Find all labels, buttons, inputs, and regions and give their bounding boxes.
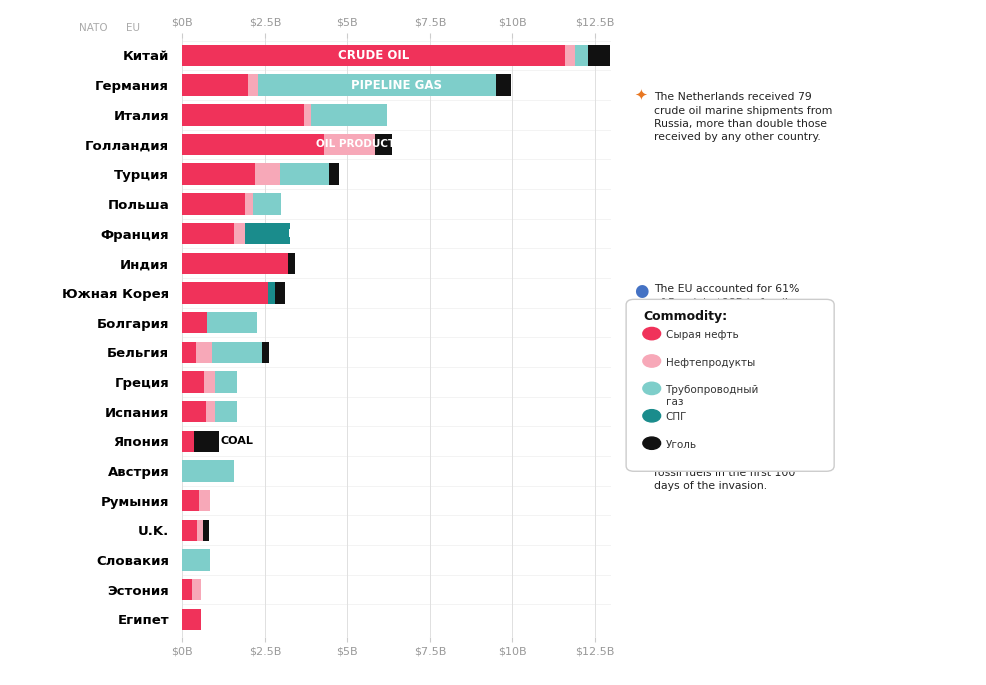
Bar [182, 490, 199, 511]
Bar [268, 282, 275, 303]
Bar [324, 134, 376, 155]
Bar [246, 193, 253, 214]
Bar [234, 223, 246, 244]
Bar [248, 75, 258, 96]
Bar [182, 579, 192, 600]
Bar [288, 253, 295, 274]
Bar [575, 45, 589, 66]
Bar [253, 193, 281, 214]
Bar [246, 223, 290, 244]
Bar [207, 312, 256, 333]
Bar [182, 460, 234, 482]
Bar [275, 282, 285, 303]
Bar [182, 193, 246, 214]
Text: EU: EU [126, 23, 140, 33]
Bar [182, 312, 207, 333]
Text: Сырая нефть: Сырая нефть [666, 330, 739, 340]
Bar [182, 45, 565, 66]
Text: LNG: LNG [289, 229, 314, 238]
Bar [197, 519, 203, 541]
Text: COAL: COAL [220, 436, 253, 446]
Bar [258, 75, 496, 96]
Text: Нефтепродукты: Нефтепродукты [666, 358, 755, 368]
Text: OIL PRODUCTS: OIL PRODUCTS [316, 140, 402, 149]
Bar [182, 431, 194, 452]
Bar [203, 519, 209, 541]
Bar [565, 45, 575, 66]
Bar [182, 104, 305, 125]
Text: Commodity:: Commodity: [644, 310, 728, 323]
Bar [261, 342, 269, 363]
Bar [182, 282, 268, 303]
Text: ✤: ✤ [635, 425, 647, 440]
Bar [182, 134, 324, 155]
Bar [182, 401, 205, 422]
Text: NATO nations have
collectively bought more
than $54B worth of Russian
fossil fue: NATO nations have collectively bought mo… [654, 428, 805, 491]
Bar [182, 223, 234, 244]
Bar [199, 490, 210, 511]
Text: CRUDE OIL: CRUDE OIL [338, 49, 409, 62]
Text: PIPELINE GAS: PIPELINE GAS [351, 79, 443, 92]
Bar [182, 342, 195, 363]
Text: NATO: NATO [79, 23, 108, 33]
Bar [182, 164, 255, 185]
Bar [329, 164, 339, 185]
Bar [215, 401, 237, 422]
Bar [312, 104, 387, 125]
Bar [376, 134, 391, 155]
Bar [182, 371, 204, 393]
Bar [255, 164, 280, 185]
Bar [182, 519, 197, 541]
Bar [182, 549, 210, 571]
Bar [305, 104, 312, 125]
Bar [212, 342, 261, 363]
Bar [195, 342, 212, 363]
Bar [589, 45, 609, 66]
Bar [182, 75, 248, 96]
Bar [194, 431, 219, 452]
Text: The EU accounted for 61%
of Russia's $98B in fossil
fuel export revenue.: The EU accounted for 61% of Russia's $98… [654, 284, 799, 321]
Text: СПГ: СПГ [666, 412, 687, 423]
Text: ●: ● [634, 282, 648, 300]
Bar [215, 371, 237, 393]
Text: Уголь: Уголь [666, 440, 697, 450]
Bar [280, 164, 329, 185]
Text: Трубопроводный
газ: Трубопроводный газ [666, 385, 759, 407]
Bar [496, 75, 511, 96]
Bar [205, 401, 215, 422]
Text: The Netherlands received 79
crude oil marine shipments from
Russia, more than do: The Netherlands received 79 crude oil ma… [654, 92, 832, 142]
Bar [204, 371, 215, 393]
Text: ✦: ✦ [634, 88, 647, 103]
Bar [182, 253, 288, 274]
Bar [192, 579, 200, 600]
Bar [182, 608, 200, 630]
